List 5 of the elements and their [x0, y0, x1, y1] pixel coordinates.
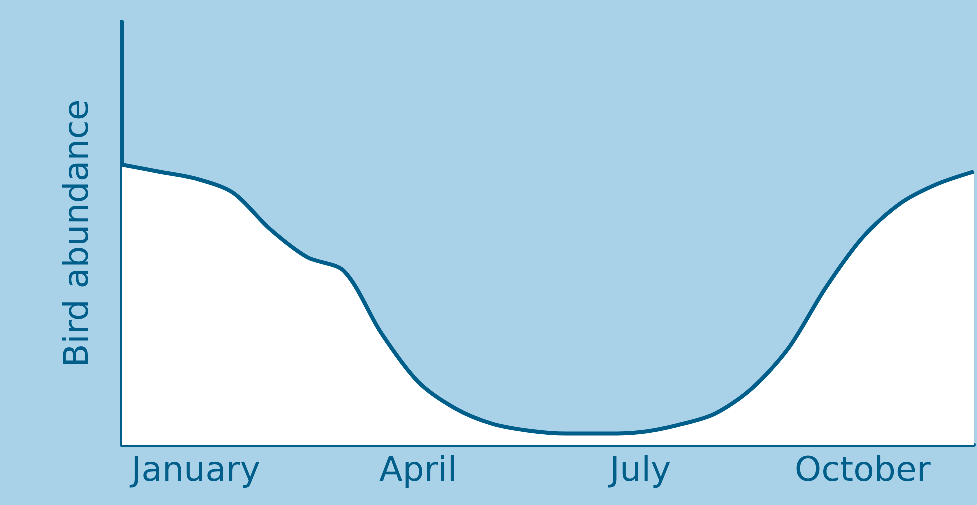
y-axis-title: Bird abundance [57, 100, 97, 368]
x-tick-label: April [379, 450, 458, 490]
x-tick-label: October [794, 450, 931, 490]
x-tick-label: January [130, 450, 261, 490]
x-tick-label: July [608, 450, 672, 490]
